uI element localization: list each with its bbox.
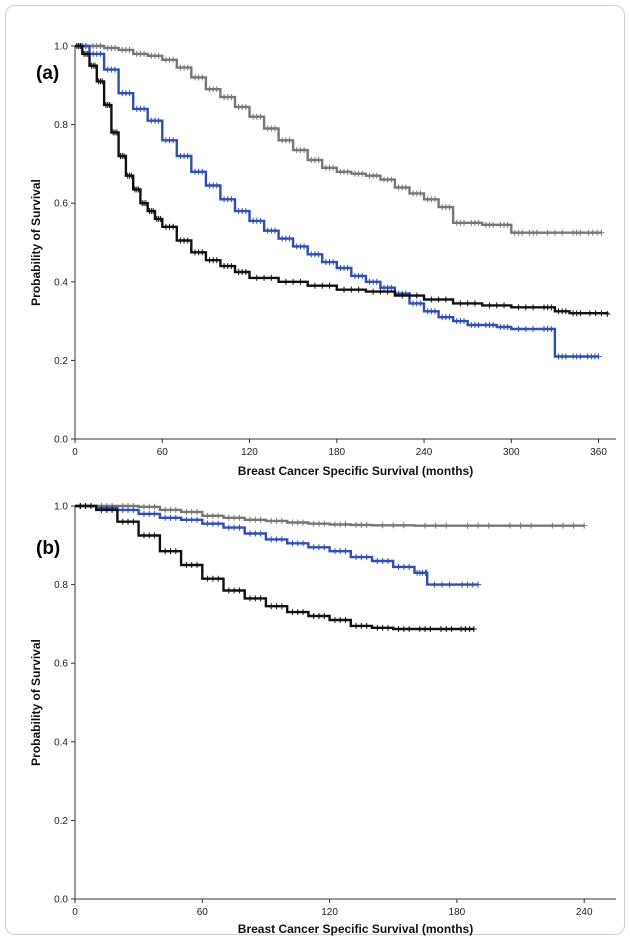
censor-marks-2 xyxy=(78,43,602,360)
x-tick-label: 60 xyxy=(157,447,169,458)
y-tick-label: 0.0 xyxy=(54,895,68,906)
x-tick-label: 0 xyxy=(72,907,78,918)
x-tick-label: 120 xyxy=(241,447,258,458)
panel-label: (b) xyxy=(36,538,60,559)
y-axis-title: Probability of Survival xyxy=(29,179,43,306)
survival-curve-1 xyxy=(75,44,602,234)
y-tick-label: 0.8 xyxy=(54,120,68,131)
survival-curve-2 xyxy=(75,44,599,358)
x-axis-title: Breast Cancer Specific Survival (months) xyxy=(238,922,473,936)
x-axis-title: Breast Cancer Specific Survival (months) xyxy=(238,464,473,478)
censor-marks-1 xyxy=(78,43,605,236)
panel-label: (a) xyxy=(36,63,59,84)
x-tick-label: 180 xyxy=(328,447,345,458)
y-tick-label: 0.4 xyxy=(54,737,68,748)
x-tick-label: 240 xyxy=(416,447,433,458)
x-tick-label: 360 xyxy=(590,447,607,458)
x-tick-label: 0 xyxy=(72,447,78,458)
chart-panel-a: 0 60 120 180 240 300 360 0.0 0.2 0.4 0.6 0.8 1.0 Brea… xyxy=(29,42,616,478)
y-tick-label: 1.0 xyxy=(54,502,68,513)
censor-marks-1 xyxy=(79,503,588,529)
x-tick-label: 120 xyxy=(321,907,338,918)
y-tick-label: 1.0 xyxy=(54,42,68,53)
y-tick-label: 0.2 xyxy=(54,816,68,827)
chart-panel-b: 0 60 120 180 240 0.0 0.2 0.4 0.6 0.8 1.0 Breast Can… xyxy=(29,502,616,936)
x-tick-label: 180 xyxy=(449,907,466,918)
y-tick-label: 0.8 xyxy=(54,580,68,591)
y-axis-title: Probability of Survival xyxy=(29,639,43,766)
survival-curve-3 xyxy=(75,504,474,631)
censor-marks-3 xyxy=(76,43,611,318)
x-tick-label: 240 xyxy=(576,907,593,918)
survival-curve-3 xyxy=(75,44,609,315)
y-tick-label: 0.4 xyxy=(54,277,68,288)
x-tick-label: 60 xyxy=(197,907,209,918)
survival-curve-2 xyxy=(75,504,479,586)
y-tick-label: 0.6 xyxy=(54,659,68,670)
y-tick-label: 0.0 xyxy=(54,435,68,446)
y-tick-label: 0.2 xyxy=(54,356,68,367)
x-tick-label: 300 xyxy=(503,447,520,458)
survival-curve-1 xyxy=(75,504,585,527)
censor-marks-2 xyxy=(79,503,482,588)
y-tick-label: 0.6 xyxy=(54,199,68,210)
censor-marks-3 xyxy=(79,503,477,633)
